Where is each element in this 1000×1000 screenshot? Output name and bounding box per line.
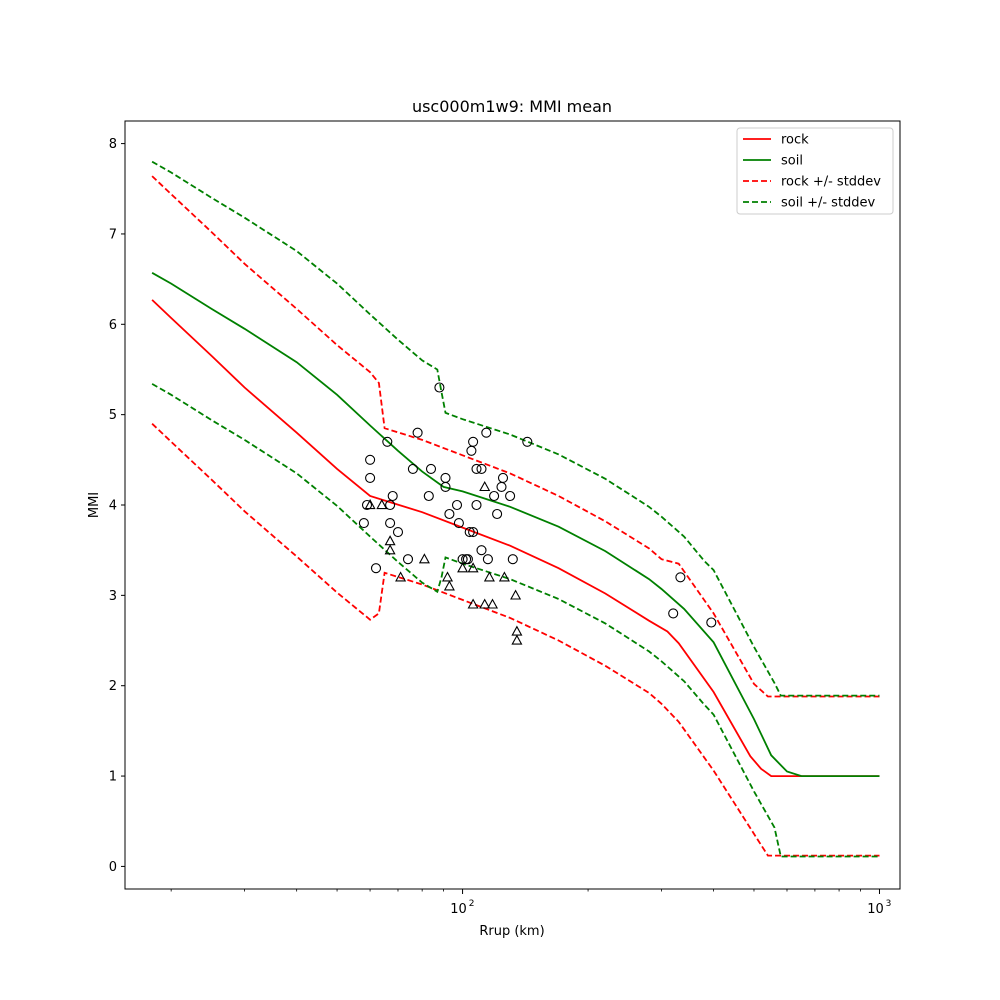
data-point-triangle (457, 562, 469, 573)
data-point-circle (492, 508, 503, 520)
data-point-triangle (395, 571, 407, 582)
data-point-circle (706, 617, 717, 628)
data-point-circle (522, 436, 533, 447)
series-line-soil (151, 272, 880, 777)
data-point-circle (476, 545, 487, 556)
x-tick-exponent: 2 (469, 899, 475, 909)
data-point-triangle (467, 598, 479, 609)
data-point-circle (425, 463, 437, 474)
data-point-triangle (376, 499, 388, 510)
data-point-circle (482, 554, 493, 565)
legend-label: soil (781, 154, 803, 169)
data-point-circle (505, 490, 516, 502)
legend: rock soil rock +/- stddev soil +/- stddev (736, 127, 894, 215)
data-point-triangle (486, 598, 499, 609)
y-tick-label: 2 (109, 679, 117, 694)
data-point-circle (423, 490, 434, 502)
y-tick-label: 0 (109, 860, 117, 875)
x-tick-exponent: 3 (886, 899, 892, 909)
data-point-circle (507, 554, 518, 565)
data-point-circle (675, 572, 686, 583)
y-tick-label: 6 (109, 318, 117, 333)
data-point-circle (434, 382, 445, 393)
data-point-triangle (384, 544, 396, 555)
y-axis-label: MMI (87, 492, 102, 518)
x-axis-label: Rrup (km) (479, 924, 544, 939)
chart-title: usc000m1w9: MMI mean (412, 97, 612, 116)
data-point-circle (451, 499, 463, 511)
data-point-circle (387, 490, 398, 502)
data-point-circle (444, 508, 455, 520)
series-line-rock-stddev (151, 175, 880, 698)
data-point-circle (385, 518, 396, 529)
data-point-circle (382, 436, 393, 447)
data-point-triangle (479, 598, 491, 609)
data-point-circle (440, 481, 451, 492)
data-point-circle (476, 463, 487, 474)
legend-label: rock (781, 133, 809, 148)
data-point-triangle (510, 589, 522, 600)
data-point-circle (497, 472, 509, 483)
series-layer (151, 160, 880, 858)
data-point-circle (468, 527, 479, 538)
data-point-triangle (441, 571, 454, 582)
data-point-circle (453, 518, 464, 529)
y-tick-label: 5 (109, 408, 117, 423)
data-point-circle (365, 472, 376, 483)
data-point-triangle (483, 571, 495, 582)
data-point-circle (481, 427, 492, 438)
data-point-circle (462, 554, 473, 565)
data-point-triangle (479, 480, 491, 492)
data-point-circle (471, 499, 482, 511)
data-point-triangle (418, 553, 430, 564)
series-line-rock-stddev (151, 423, 880, 857)
data-point-circle (471, 463, 482, 474)
y-axis: 0 1 2 3 4 5 6 7 8 (109, 137, 125, 875)
data-point-triangle (443, 580, 455, 591)
series-line-rock (151, 299, 880, 777)
data-point-circle (412, 427, 423, 438)
data-point-circle (370, 563, 382, 574)
data-point-circle (668, 608, 679, 619)
data-point-triangle (498, 571, 510, 582)
data-point-triangle (511, 634, 523, 645)
marker-layer (358, 382, 717, 645)
data-point-circle (361, 499, 373, 511)
y-tick-label: 8 (109, 137, 117, 152)
y-tick-label: 1 (109, 770, 117, 785)
data-point-circle (468, 436, 479, 447)
data-point-circle (365, 454, 376, 465)
series-line-soil-stddev (151, 160, 880, 697)
y-tick-label: 7 (109, 227, 117, 242)
legend-label: soil +/- stddev (781, 196, 876, 211)
data-point-circle (464, 527, 475, 538)
data-point-circle (358, 518, 369, 529)
legend-label: rock +/- stddev (781, 175, 881, 190)
legend-box (736, 127, 894, 215)
data-point-circle (392, 527, 404, 538)
data-point-circle (489, 490, 500, 502)
x-axis: 10 2 10 3 (170, 889, 892, 917)
data-point-circle (407, 463, 418, 474)
x-tick-label: 10 (450, 902, 467, 917)
data-point-triangle (364, 499, 376, 510)
data-point-circle (402, 554, 414, 565)
x-tick-label: 10 (867, 902, 884, 917)
data-point-triangle (467, 562, 479, 573)
y-tick-label: 3 (109, 589, 117, 604)
y-tick-label: 4 (109, 499, 117, 514)
data-point-circle (385, 499, 396, 511)
